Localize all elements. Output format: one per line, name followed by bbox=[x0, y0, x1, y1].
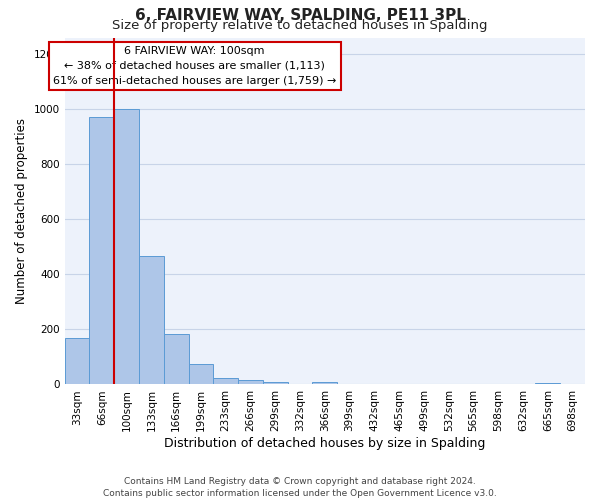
Bar bbox=[65, 338, 89, 384]
Text: Size of property relative to detached houses in Spalding: Size of property relative to detached ho… bbox=[112, 19, 488, 32]
Bar bbox=[164, 334, 188, 384]
Text: Contains HM Land Registry data © Crown copyright and database right 2024.
Contai: Contains HM Land Registry data © Crown c… bbox=[103, 477, 497, 498]
Bar bbox=[188, 364, 214, 384]
Bar bbox=[89, 118, 114, 384]
Text: 6, FAIRVIEW WAY, SPALDING, PE11 3PL: 6, FAIRVIEW WAY, SPALDING, PE11 3PL bbox=[134, 8, 466, 22]
Text: 6 FAIRVIEW WAY: 100sqm
← 38% of detached houses are smaller (1,113)
61% of semi-: 6 FAIRVIEW WAY: 100sqm ← 38% of detached… bbox=[53, 46, 337, 86]
Bar bbox=[114, 109, 139, 384]
Bar bbox=[313, 382, 337, 384]
Bar bbox=[238, 380, 263, 384]
Bar bbox=[139, 256, 164, 384]
Bar bbox=[263, 382, 287, 384]
Y-axis label: Number of detached properties: Number of detached properties bbox=[15, 118, 28, 304]
Bar bbox=[535, 383, 560, 384]
Bar bbox=[214, 378, 238, 384]
X-axis label: Distribution of detached houses by size in Spalding: Distribution of detached houses by size … bbox=[164, 437, 485, 450]
